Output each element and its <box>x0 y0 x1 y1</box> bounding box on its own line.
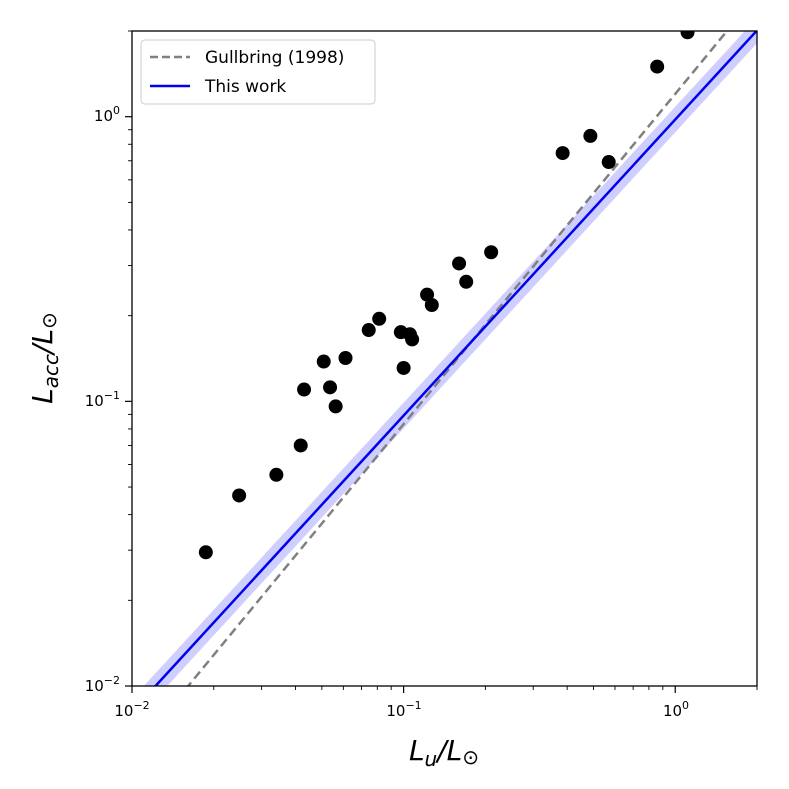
legend-box <box>140 39 376 105</box>
confidence-band-layer <box>143 31 757 686</box>
data-point <box>297 382 312 397</box>
data-point <box>680 31 695 40</box>
data-point <box>328 399 343 414</box>
gullbring-fit-line <box>186 31 729 686</box>
y-axis-label: Lacc/L⊙ <box>26 312 63 404</box>
legend-gullbring-label: Gullbring (1998) <box>205 48 344 68</box>
data-point <box>601 155 616 170</box>
y-tick-label: 10−2 <box>85 674 120 695</box>
x-tick-labels: 10−2 10−1 100 <box>114 699 689 720</box>
x-axis-label: Lu/L⊙ <box>409 734 479 771</box>
fit-lines-layer <box>153 31 757 686</box>
data-point <box>459 274 474 289</box>
legend: Gullbring (1998) This work <box>140 39 376 105</box>
data-point <box>555 146 570 161</box>
data-point <box>583 128 598 143</box>
data-point <box>372 311 387 326</box>
data-point <box>338 350 353 365</box>
data-point <box>396 360 411 375</box>
legend-this-work-label: This work <box>204 77 286 97</box>
x-tick-label: 100 <box>663 699 689 720</box>
data-point <box>232 488 247 503</box>
data-point <box>198 545 213 560</box>
plot-frame <box>131 30 758 687</box>
data-point <box>405 332 420 347</box>
confidence-band <box>143 31 757 686</box>
x-tick-label: 10−2 <box>114 699 149 720</box>
data-point <box>361 323 376 338</box>
y-tick-label: 10−1 <box>85 389 120 410</box>
this-work-fit-line <box>153 31 757 686</box>
x-tick-label: 10−1 <box>386 699 421 720</box>
data-point <box>650 59 665 74</box>
data-point <box>452 256 467 271</box>
y-tick-labels: 10−2 10−1 100 <box>85 104 120 695</box>
data-point <box>293 438 308 453</box>
data-points-layer <box>198 31 695 560</box>
data-point <box>323 380 338 395</box>
ticks-layer <box>125 30 758 693</box>
data-point <box>484 245 499 260</box>
y-tick-label: 100 <box>94 104 120 125</box>
data-point <box>316 354 331 369</box>
data-point <box>269 467 284 482</box>
data-point <box>424 298 439 313</box>
